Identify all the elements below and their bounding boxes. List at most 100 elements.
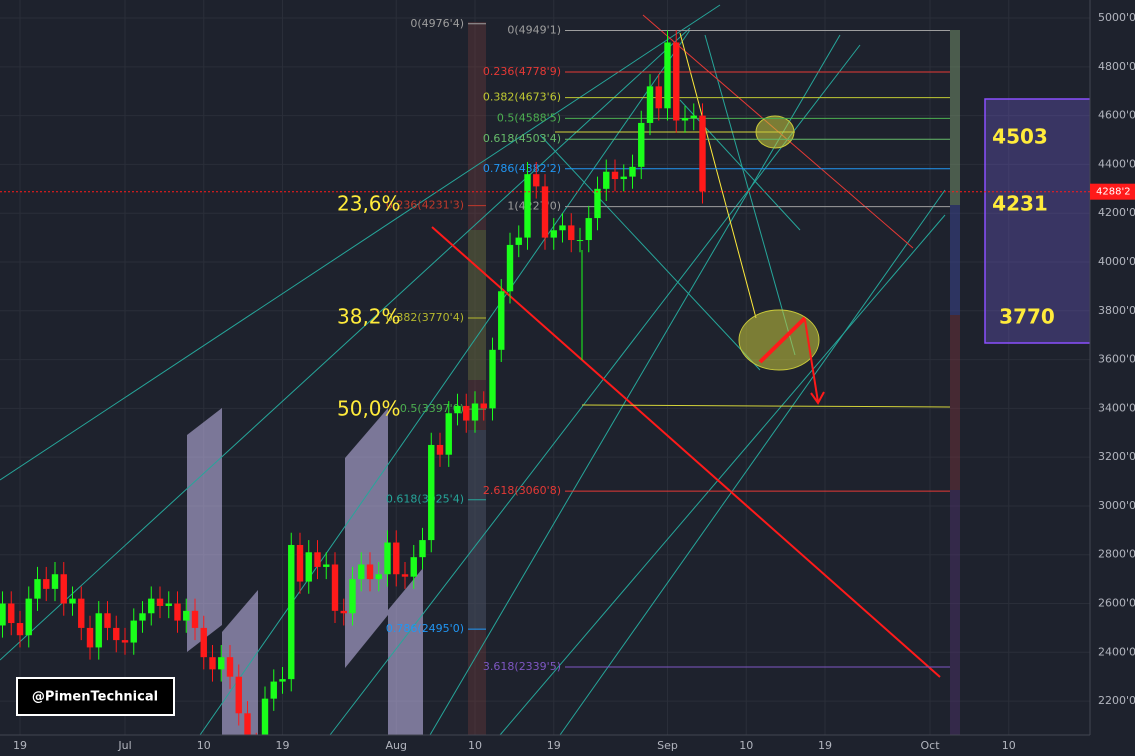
candle-body — [419, 540, 426, 558]
candle-body — [165, 603, 172, 606]
candle-body — [410, 557, 417, 577]
grid — [0, 0, 1090, 735]
fib-label: 3.618(2339'5) — [483, 660, 561, 673]
trend-line — [199, 29, 691, 736]
fib-strip — [950, 490, 960, 735]
candle-body — [603, 171, 610, 189]
watermark: @PimenTechnical — [32, 690, 158, 705]
fib-label: 0.236(4778'9) — [483, 65, 561, 78]
candle-body — [104, 613, 111, 628]
y-tick-label: 4200'0 — [1098, 206, 1135, 219]
candle-body — [148, 598, 155, 614]
fib-label: 0(4949'1) — [507, 23, 561, 36]
arrow — [758, 316, 807, 364]
decorations — [0, 4, 1094, 736]
target-label: 3770 — [999, 305, 1055, 329]
red-trend-line — [431, 226, 941, 678]
time-axis — [0, 735, 1135, 756]
fib-label: 0.618(4503'4) — [483, 132, 561, 145]
y-tick-label: 2600'0 — [1098, 597, 1135, 610]
candle-body — [611, 171, 619, 180]
candle-body — [550, 230, 557, 238]
candle-body — [498, 291, 505, 350]
x-tick-label: 19 — [13, 739, 27, 752]
candle-body — [139, 613, 146, 621]
candle-body — [366, 564, 374, 580]
candle-body — [524, 174, 531, 238]
candle-body — [69, 598, 76, 604]
candle-body — [585, 218, 592, 241]
candle-body — [235, 676, 242, 714]
y-tick-label: 3000'0 — [1098, 499, 1135, 512]
candle-body — [16, 623, 24, 636]
fib-percent: 23,6% — [337, 192, 401, 216]
candle-body — [331, 564, 339, 611]
candle-body — [95, 613, 102, 648]
yellow-level — [581, 404, 951, 408]
trend-line — [0, 4, 721, 481]
overlay: @PimenTechnical 23,6% 38,2% 50,0% 4503 4231 3… — [16, 125, 1055, 716]
candle-body — [314, 552, 321, 567]
watermark-box — [16, 677, 175, 716]
trend-line — [0, 27, 691, 661]
candle-body — [401, 574, 409, 577]
axes: 2200'0 2400'0 2600'0 2800'0 3000'0 3200'0 3400… — [0, 11, 1135, 752]
candle-body — [218, 657, 225, 670]
y-tick-label: 3400'0 — [1098, 401, 1135, 414]
trend-line — [704, 34, 796, 356]
y-tick-label: 4400'0 — [1098, 157, 1135, 170]
y-tick-label: 4000'0 — [1098, 255, 1135, 268]
candle-body — [200, 627, 207, 658]
candle-body — [340, 610, 347, 614]
y-tick-label: 2800'0 — [1098, 548, 1135, 561]
candle-body — [305, 552, 312, 582]
fib-percent: 38,2% — [337, 305, 401, 329]
fib-strip — [468, 430, 486, 630]
fib-strip — [950, 30, 960, 205]
candle-body — [384, 542, 391, 575]
x-tick-label: 10 — [197, 739, 211, 752]
candle-body — [559, 225, 566, 231]
trend-line — [559, 189, 946, 736]
candle-body — [86, 627, 94, 648]
candle-body — [568, 225, 575, 241]
candle-body — [699, 115, 706, 192]
target-label: 4231 — [992, 192, 1048, 216]
trend-line — [429, 34, 841, 736]
x-tick-label: Oct — [920, 739, 940, 752]
yellow-line — [679, 32, 757, 319]
candle-body — [323, 564, 330, 567]
target-box — [984, 98, 1094, 344]
candle-body — [279, 679, 286, 682]
candle-body — [655, 86, 662, 109]
fib-label: 0.786(2495'0) — [386, 622, 464, 635]
fib-label: 0.5(4588'5) — [497, 111, 561, 124]
candle-body — [445, 413, 452, 455]
x-tick-label: Sep — [657, 739, 678, 752]
y-tick-label: 3800'0 — [1098, 304, 1135, 317]
arrow-head — [810, 391, 825, 405]
fib-strip — [468, 230, 486, 380]
x-tick-label: Aug — [386, 739, 407, 752]
candle-body — [34, 579, 41, 599]
candle-body — [78, 598, 85, 628]
candle-body — [646, 86, 654, 123]
fib-label: 2.618(3060'8) — [483, 484, 561, 497]
candle-body — [244, 713, 251, 746]
highlight — [738, 309, 820, 371]
x-tick-label: 10 — [468, 739, 482, 752]
fib-label: 0.618(3025'4) — [386, 493, 464, 506]
fib-label: 0.382(3770'4) — [386, 311, 464, 324]
y-tick-label: 2400'0 — [1098, 645, 1135, 658]
x-tick-label: 19 — [818, 739, 832, 752]
candle-body — [690, 115, 697, 119]
candle-body — [506, 244, 514, 292]
fib-label: 0.382(4673'6) — [483, 91, 561, 104]
fib-percent: 50,0% — [337, 397, 401, 421]
y-tick-label: 3200'0 — [1098, 450, 1135, 463]
fib-strip — [950, 315, 960, 490]
x-tick-label: 19 — [547, 739, 561, 752]
candle-body — [43, 579, 50, 589]
